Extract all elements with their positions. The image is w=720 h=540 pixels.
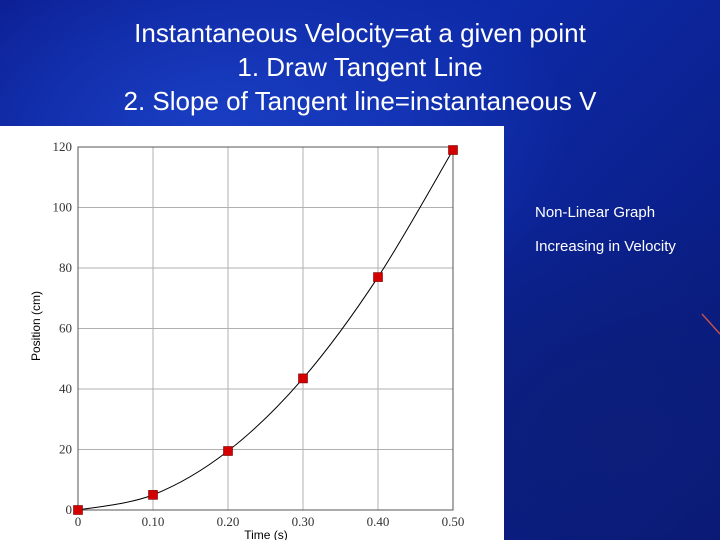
data-point [373,272,383,282]
decorative-line [701,313,720,335]
x-tick-label: 0.20 [217,514,240,529]
chart-panel: 0 0.10 0.20 0.30 0.40 0.50 0 20 40 60 80 100 120 Time… [0,126,504,540]
x-tick-label: 0.50 [442,514,465,529]
x-tick-label: 0 [75,514,82,529]
data-point [148,490,158,500]
note-non-linear: Non-Linear Graph [535,204,656,221]
slide-title: Instantaneous Velocity=at a given point … [0,16,720,118]
data-point [73,505,83,515]
y-axis-label: Position (cm) [29,291,43,361]
y-tick-label: 120 [53,139,73,154]
title-line-3: 2. Slope of Tangent line=instantaneous V [123,86,597,116]
y-tick-label: 100 [53,200,73,215]
x-tick-label: 0.40 [367,514,390,529]
y-tick-label: 20 [59,442,72,457]
title-line-1: Instantaneous Velocity=at a given point [134,18,586,48]
y-tick-label: 40 [59,381,72,396]
position-time-chart: 0 0.10 0.20 0.30 0.40 0.50 0 20 40 60 80 100 120 Time… [29,139,465,540]
data-point [448,145,458,155]
title-line-2: 1. Draw Tangent Line [237,52,483,82]
fit-curve [77,149,454,511]
x-tick-label: 0.30 [292,514,315,529]
data-point [298,373,308,384]
note-increasing-velocity: Increasing in Velocity [535,238,676,255]
x-tick-label: 0.10 [142,514,165,529]
y-tick-label: 0 [66,502,73,517]
y-tick-label: 60 [59,321,72,336]
data-point [223,446,233,456]
y-tick-label: 80 [59,260,72,275]
x-axis-label: Time (s) [244,528,288,540]
plot-frame [77,146,454,511]
